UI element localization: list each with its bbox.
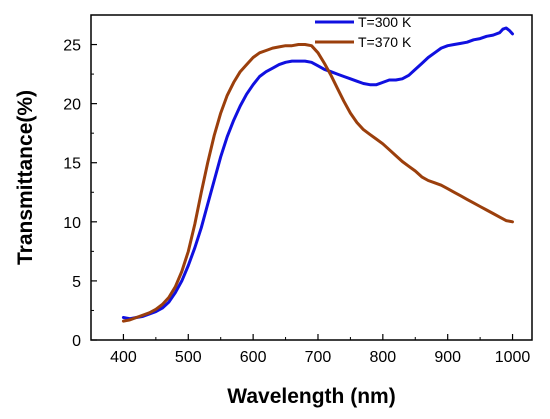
y-tick-label: 10 — [63, 215, 81, 232]
legend: T=300 K T=370 K — [315, 14, 412, 50]
y-tick-label: 0 — [72, 333, 81, 350]
y-tick-label: 5 — [72, 274, 81, 291]
series-line-2 — [121, 43, 514, 323]
y-axis: 0 5 10 15 20 25 — [63, 38, 97, 350]
x-tick-label: 500 — [175, 349, 202, 366]
x-axis-title: Wavelength (nm) — [227, 385, 395, 408]
x-tick-label: 600 — [240, 349, 267, 366]
x-tick-label: 700 — [305, 349, 332, 366]
y-axis-title: Transmittance(%) — [14, 90, 37, 265]
plot-frame — [90, 14, 533, 341]
x-tick-label: 1000 — [495, 349, 531, 366]
x-tick-label: 900 — [434, 349, 461, 366]
x-axis: 400 500 600 700 800 900 1000 — [110, 334, 530, 366]
legend-label: T=370 K — [358, 34, 412, 50]
x-tick-label: 800 — [369, 349, 396, 366]
series-line-1 — [121, 26, 514, 321]
legend-label: T=300 K — [358, 14, 412, 30]
plot-lines — [121, 26, 514, 323]
y-tick-label: 20 — [63, 97, 81, 114]
x-tick-label: 400 — [110, 349, 137, 366]
y-tick-label: 25 — [63, 38, 81, 55]
y-tick-label: 15 — [63, 156, 81, 173]
